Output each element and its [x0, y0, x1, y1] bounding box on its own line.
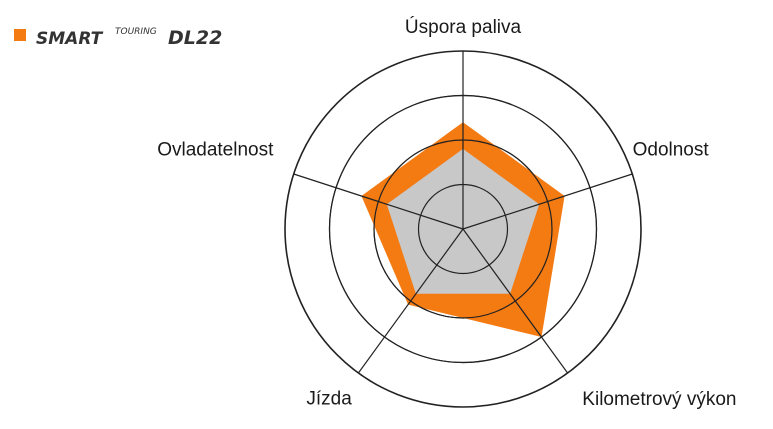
axis-spokes — [293, 51, 633, 374]
axis-label-3: Kilometrový výkon — [582, 389, 736, 410]
axis-spoke-5 — [293, 173, 464, 230]
brand-name-right: DL22 — [168, 27, 222, 49]
axis-label-1: Úspora paliva — [405, 16, 522, 38]
axis-label-4: Jízda — [306, 388, 352, 409]
axis-label-5: Ovladatelnost — [157, 139, 274, 160]
brand-name-superscript: TOURING — [115, 27, 157, 37]
brand-name-left: SMART — [36, 29, 104, 49]
axis-spoke-2 — [462, 173, 633, 230]
axis-labels: Úspora paliva Odolnost Kilometrový výkon Jí… — [157, 16, 736, 410]
axis-label-2: Odolnost — [633, 139, 710, 160]
axis-spoke-4 — [357, 228, 464, 374]
legend-swatch — [14, 29, 26, 41]
axis-spoke-3 — [462, 228, 569, 374]
legend: SMART TOURING DL22 — [14, 27, 222, 49]
